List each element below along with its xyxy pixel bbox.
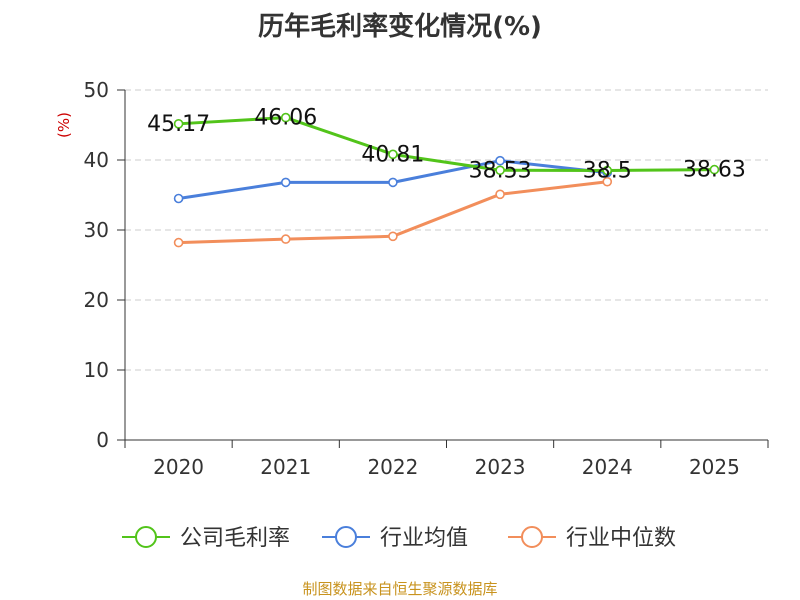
data-point: [388, 149, 398, 160]
data-label: 40.81: [361, 142, 424, 167]
data-label: 38.53: [469, 158, 532, 183]
y-tick-label: 0: [96, 428, 109, 452]
x-tick-label: 2022: [367, 455, 418, 479]
legend-marker: [135, 526, 157, 548]
data-label: 45.17: [147, 112, 210, 137]
legend[interactable]: 公司毛利率 行业均值 行业中位数: [122, 526, 676, 551]
data-point: [280, 234, 291, 244]
data-point: [602, 176, 613, 187]
y-axis-label: (%): [55, 112, 73, 138]
legend-marker: [521, 526, 543, 548]
legend-label: 行业均值: [380, 526, 468, 551]
y-tick-label: 30: [84, 218, 109, 242]
data-point: [495, 189, 505, 200]
data-label: 38.5: [583, 159, 632, 184]
legend-marker: [335, 526, 357, 548]
data-point: [495, 155, 505, 166]
legend-item[interactable]: 行业均值: [322, 526, 468, 551]
data-labels: 45.17 46.06 40.81 38.53 38.5 38.63: [147, 106, 746, 184]
series-line: [178, 116, 715, 172]
axes: 0 10 20 30 40 50 (%) 2020 2021 2022 2023 2024 2025: [55, 78, 769, 479]
data-label: 38.63: [683, 158, 746, 183]
x-tick-label: 2025: [689, 455, 740, 479]
chart-title: 历年毛利率变化情况(%): [258, 12, 542, 42]
x-tick-label: 2024: [582, 455, 633, 479]
y-tick-label: 40: [84, 148, 109, 172]
data-point: [709, 164, 720, 175]
grid-lines: [125, 89, 768, 371]
data-point: [173, 119, 184, 129]
x-tick-label: 2021: [260, 455, 311, 479]
data-point: [602, 165, 613, 176]
data-point: [173, 237, 184, 248]
legend-item[interactable]: 公司毛利率: [122, 526, 290, 551]
y-tick-label: 50: [84, 78, 109, 102]
data-point: [173, 193, 184, 204]
data-point: [495, 165, 505, 176]
data-point: [280, 112, 291, 123]
data-point: [280, 177, 291, 188]
legend-label: 行业中位数: [566, 526, 676, 551]
data-point: [388, 231, 398, 242]
x-tick-label: 2020: [153, 455, 204, 479]
x-tick-label: 2023: [475, 455, 526, 479]
source-note: 制图数据来自恒生聚源数据库: [302, 580, 498, 598]
y-tick-label: 10: [84, 358, 109, 382]
legend-item[interactable]: 行业中位数: [508, 526, 676, 551]
data-label: 46.06: [254, 106, 317, 131]
legend-label: 公司毛利率: [180, 526, 290, 551]
series: [173, 112, 720, 248]
data-point: [388, 177, 398, 188]
y-tick-label: 20: [84, 288, 109, 312]
